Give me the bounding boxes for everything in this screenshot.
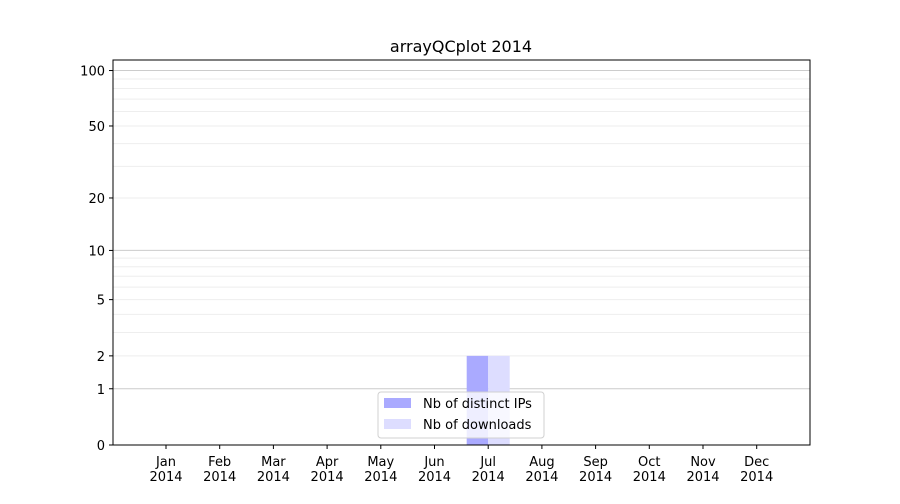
y-tick-label: 10 — [88, 244, 105, 259]
y-tick-label: 20 — [88, 192, 105, 207]
y-tick-label: 1 — [97, 383, 105, 398]
x-tick-label: May 2014 — [364, 455, 397, 485]
x-tick-label: Mar 2014 — [257, 455, 290, 485]
legend-label: Nb of distinct IPs — [423, 397, 532, 412]
axes-frame — [112, 59, 811, 446]
x-tick-label: Nov 2014 — [686, 455, 719, 485]
x-tick-label: Feb 2014 — [203, 455, 236, 485]
y-tick-label: 0 — [97, 439, 105, 454]
x-tick-label: Jan 2014 — [149, 455, 182, 485]
y-tick-label: 5 — [97, 294, 105, 309]
x-tick-label: Oct 2014 — [633, 455, 666, 485]
x-tick-label: Sep 2014 — [579, 455, 612, 485]
y-tick-label: 50 — [88, 120, 105, 135]
y-tick-label: 2 — [97, 350, 105, 365]
legend-swatch — [384, 398, 411, 408]
x-tick-label: Jul 2014 — [472, 455, 505, 485]
legend: Nb of distinct IPs Nb of downloads — [377, 391, 545, 439]
x-tick-label: Jun 2014 — [418, 455, 451, 485]
legend-swatch — [384, 419, 411, 429]
legend-box — [377, 391, 545, 439]
x-tick-label: Dec 2014 — [740, 455, 773, 485]
legend-label: Nb of downloads — [423, 418, 532, 433]
y-tick-label: 100 — [80, 65, 105, 80]
x-tick-label: Apr 2014 — [311, 455, 344, 485]
x-tick-label: Aug 2014 — [525, 455, 558, 485]
chart-title: arrayQCplot 2014 — [390, 37, 532, 56]
